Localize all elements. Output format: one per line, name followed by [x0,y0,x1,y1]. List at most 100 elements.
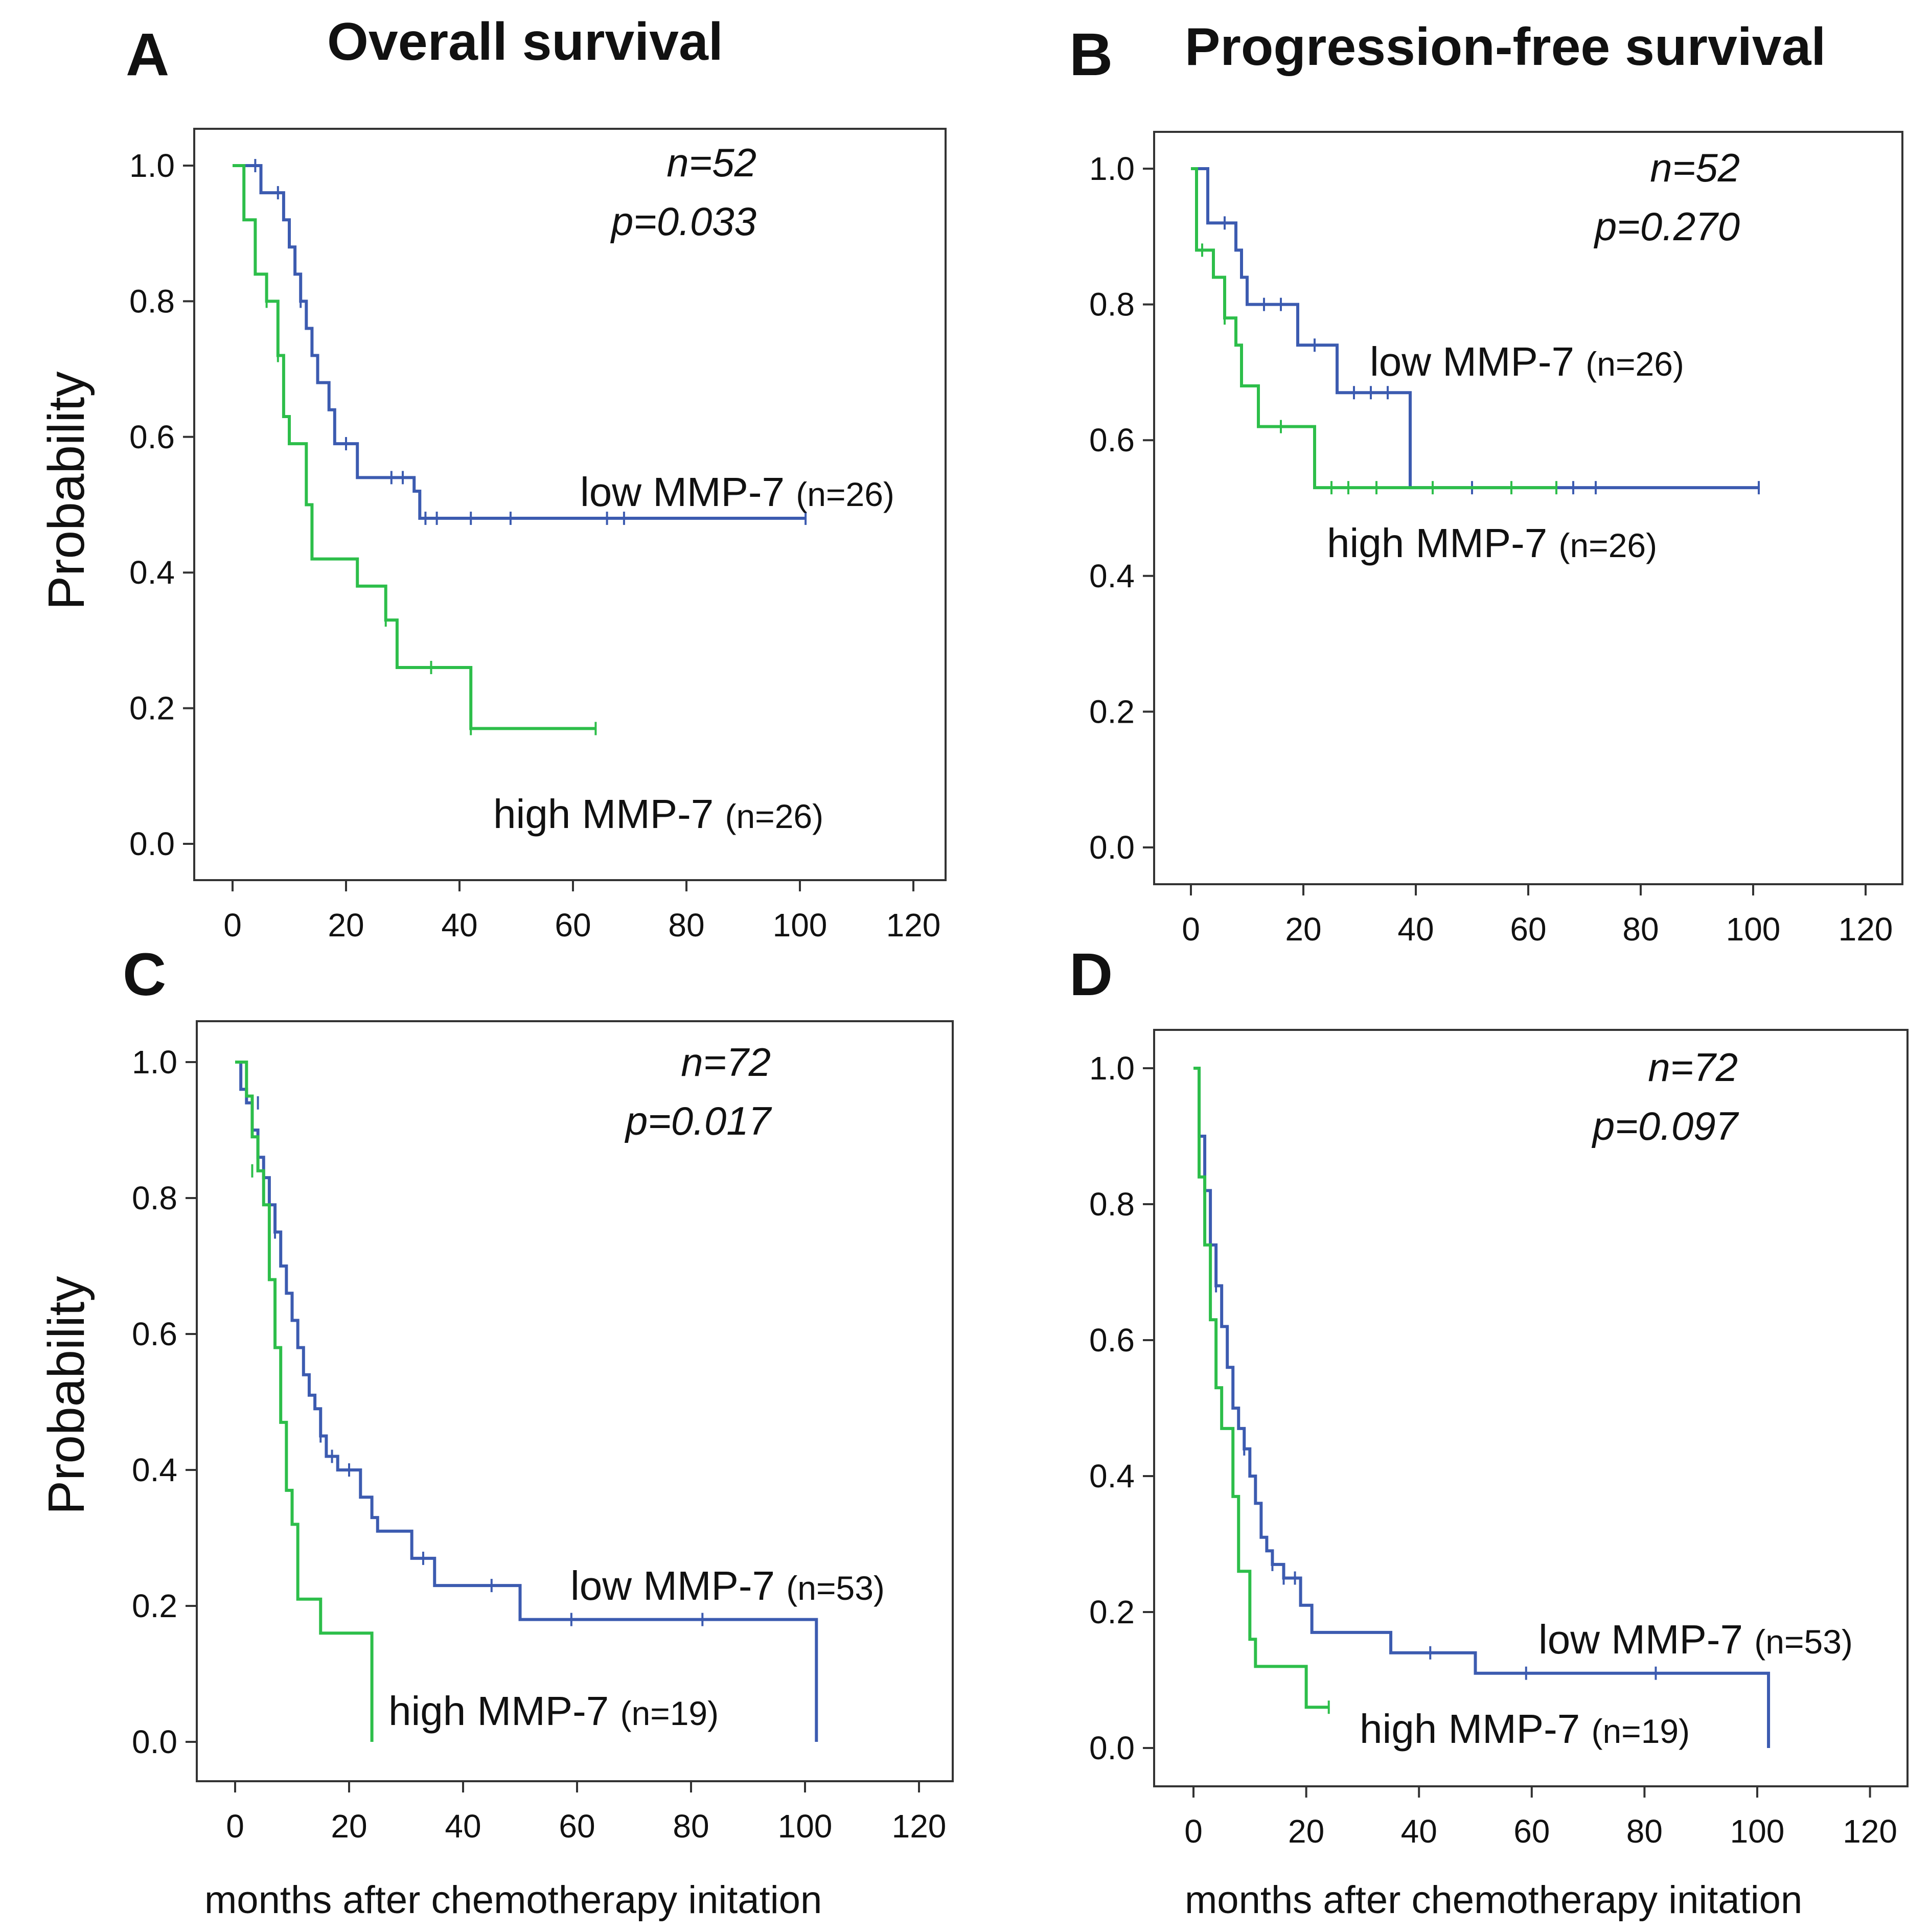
y-tick-label: 0.8 [1089,1186,1135,1223]
y-tick-label: 0.8 [132,1180,177,1216]
series-label-high-b: high MMP-7 (n=26) [1327,520,1657,566]
x-tick-label: 100 [773,907,828,944]
stat-p-a: p=0.033 [610,199,756,244]
chart-panel-c: 0.0 0.2 0.4 0.6 0.8 1.0 0 20 40 60 80 100 120 low MMP… [132,1020,954,1845]
series-n: (n=19) [1591,1712,1690,1750]
series-n: (n=26) [1586,345,1684,383]
chart-panel-b: 0.0 0.2 0.4 0.6 0.8 1.0 0 20 40 60 80 100 120 low MMP… [1089,131,1903,948]
y-tick-label: 0.0 [1089,829,1135,866]
y-tick-label: 0.4 [1089,558,1135,594]
stat-n-b: n=52 [1650,145,1740,190]
x-tick-label: 20 [1285,911,1321,948]
x-tick-label: 120 [1839,911,1893,948]
series-name: low MMP-7 [1370,339,1586,384]
x-tick-label: 120 [892,1808,947,1845]
y-tick-label: 0.0 [1089,1730,1135,1766]
x-tick-label: 120 [1843,1813,1897,1850]
stat-p-b: p=0.270 [1594,204,1740,249]
panel-letter-a: A [126,21,170,88]
stat-n-d: n=72 [1648,1045,1738,1090]
x-tick-label: 20 [328,907,364,944]
chart-panel-a: 0.0 0.2 0.4 0.6 0.8 1.0 0 20 40 60 80 100 120 low MMP… [129,128,947,944]
y-tick-label: 0.4 [1089,1458,1135,1494]
series-label-high-d: high MMP-7 (n=19) [1360,1706,1690,1752]
y-tick-label: 1.0 [129,147,175,184]
y-tick-label: 0.6 [132,1316,177,1352]
series-n: (n=26) [725,797,823,835]
panel-title-overall-survival: Overall survival [327,12,723,72]
series-label-low-a: low MMP-7 (n=26) [580,469,894,515]
survival-curve-high-b [1191,167,1556,490]
y-tick-label: 0.2 [129,690,175,727]
survival-curve-low-b [1191,167,1759,490]
stat-p-c: p=0.017 [625,1098,772,1143]
x-tick-label: 80 [1626,1813,1663,1850]
y-tick-label: 0.8 [129,283,175,319]
x-axis-label-right: months after chemotherapy initation [1185,1878,1803,1922]
stat-p-d: p=0.097 [1592,1103,1739,1148]
series-label-high-a: high MMP-7 (n=26) [493,791,823,837]
x-tick-label: 0 [223,907,242,944]
x-tick-label: 40 [1397,911,1434,948]
plot-frame-b [1153,131,1903,885]
y-tick-label: 0.6 [1089,1322,1135,1359]
series-n: (n=19) [620,1694,719,1732]
x-tick-label: 40 [445,1808,481,1845]
series-label-low-c: low MMP-7 (n=53) [570,1563,885,1608]
panel-letter-b: B [1069,21,1113,88]
y-tick-label: 1.0 [1089,1050,1135,1087]
y-tick-label: 0.4 [129,554,175,591]
y-tick-label: 0.8 [1089,286,1135,323]
series-name: high MMP-7 [1360,1706,1591,1752]
panel-letter-d: D [1069,941,1113,1008]
y-tick-label: 0.2 [1089,693,1135,730]
x-tick-label: 40 [441,907,477,944]
survival-curve-low-d [1193,1067,1771,1748]
x-tick-label: 40 [1401,1813,1437,1850]
series-label-high-c: high MMP-7 (n=19) [388,1688,719,1734]
series-name: low MMP-7 [580,469,796,515]
y-tick-label: 0.0 [129,825,175,862]
x-tick-label: 100 [1730,1813,1785,1850]
survival-curve-high-c [235,1061,374,1742]
x-tick-label: 80 [668,907,704,944]
series-label-low-d: low MMP-7 (n=53) [1538,1617,1853,1662]
x-tick-label: 80 [1622,911,1659,948]
survival-curve-low-a [233,164,806,520]
x-tick-label: 80 [673,1808,709,1845]
y-tick-label: 0.4 [132,1452,177,1488]
series-label-low-b: low MMP-7 (n=26) [1370,339,1684,384]
panel-title-progression-free-survival: Progression-free survival [1185,17,1826,77]
plot-frame-a [193,128,947,881]
plot-frame-c [196,1020,954,1782]
y-tick-label: 1.0 [1089,150,1135,187]
chart-panel-d: 0.0 0.2 0.4 0.6 0.8 1.0 0 20 40 60 80 100 120 low MMP… [1089,1029,1909,1850]
x-tick-label: 60 [1510,911,1546,948]
x-tick-label: 100 [1726,911,1781,948]
y-tick-label: 1.0 [132,1044,177,1080]
x-tick-label: 0 [226,1808,244,1845]
y-tick-label: 0.6 [1089,422,1135,458]
y-tick-label: 0.2 [132,1588,177,1624]
survival-curve-high-a [233,164,596,730]
y-tick-label: 0.2 [1089,1594,1135,1630]
x-tick-label: 60 [555,907,591,944]
stat-n-c: n=72 [681,1040,771,1085]
x-tick-label: 0 [1182,911,1200,948]
x-tick-label: 0 [1184,1813,1203,1850]
series-n: (n=26) [796,475,894,513]
series-n: (n=26) [1558,526,1657,564]
x-tick-label: 20 [1288,1813,1324,1850]
series-name: low MMP-7 [570,1563,786,1608]
series-n: (n=53) [786,1569,885,1607]
panel-letter-c: C [123,941,167,1008]
y-tick-label: 0.6 [129,419,175,455]
series-name: high MMP-7 [493,791,725,837]
x-tick-label: 120 [886,907,941,944]
stat-n-a: n=52 [667,140,756,185]
x-tick-label: 20 [331,1808,367,1845]
series-n: (n=53) [1754,1623,1853,1661]
x-tick-label: 60 [559,1808,595,1845]
series-name: low MMP-7 [1538,1617,1754,1662]
